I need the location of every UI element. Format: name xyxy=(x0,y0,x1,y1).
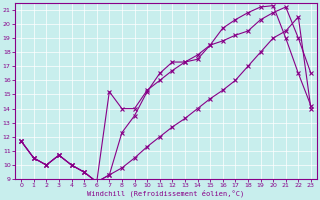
X-axis label: Windchill (Refroidissement éolien,°C): Windchill (Refroidissement éolien,°C) xyxy=(87,190,245,197)
